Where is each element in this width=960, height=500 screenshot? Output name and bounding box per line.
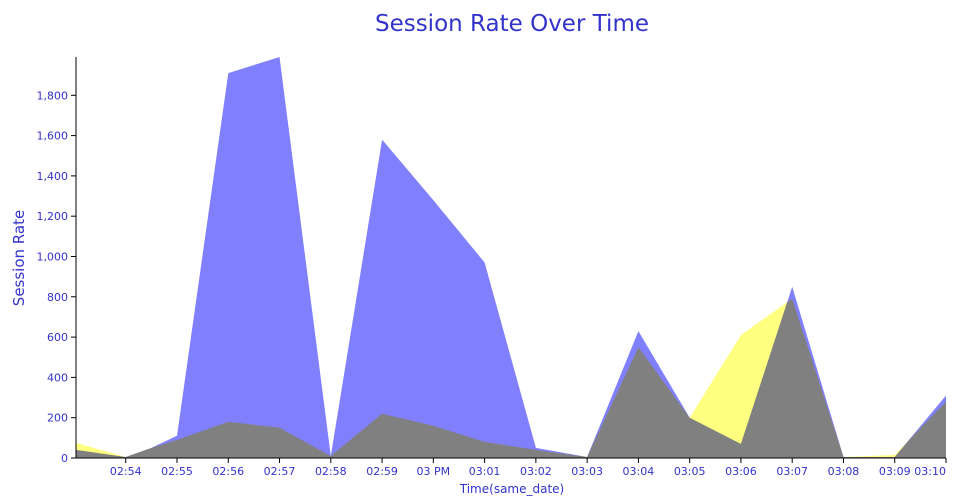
y-tick-label: 400	[47, 371, 68, 384]
x-tick-label: 02:54	[110, 465, 142, 478]
x-tick-label: 03:05	[674, 465, 706, 478]
y-tick-label: 1,400	[37, 170, 69, 183]
axes-layer	[75, 57, 946, 459]
x-axis-label: Time(same_date)	[459, 482, 564, 496]
y-tick-label: 0	[61, 452, 68, 465]
series-layer	[76, 57, 946, 458]
x-tick-label: 02:58	[315, 465, 347, 478]
y-tick-label: 1,800	[37, 89, 69, 102]
x-tick-label: 02:55	[161, 465, 193, 478]
y-tick-label: 600	[47, 331, 68, 344]
x-tick-label: 03:01	[469, 465, 501, 478]
x-tick-label: 03:08	[828, 465, 860, 478]
y-tick-label: 200	[47, 412, 68, 425]
x-tick-label: 02:56	[212, 465, 244, 478]
x-tick-label: 03:09	[879, 465, 911, 478]
x-tick-label: 03:03	[571, 465, 603, 478]
x-tick-label: 03 PM	[417, 465, 451, 478]
x-tick-label: 02:57	[264, 465, 296, 478]
chart-title: Session Rate Over Time	[375, 11, 649, 37]
series-area-1	[76, 57, 946, 458]
x-tick-label: 03:02	[520, 465, 552, 478]
x-tick-label: 03:10	[914, 465, 946, 478]
y-tick-label: 1,200	[37, 210, 69, 223]
x-axis-ticks: 02:54 02:55 02:56 02:57 02:58 02:59 03 PM 03:01…	[110, 458, 947, 478]
y-axis-ticks: 0 200 400 600 800 1,000 1,200 1,400 1,600 1,800	[37, 89, 76, 465]
x-tick-label: 03:07	[776, 465, 808, 478]
x-tick-label: 03:06	[725, 465, 757, 478]
y-tick-label: 1,600	[37, 130, 69, 143]
y-tick-label: 800	[47, 291, 68, 304]
y-tick-label: 1,000	[37, 250, 69, 263]
x-tick-label: 03:04	[623, 465, 655, 478]
y-axis-label: Session Rate	[10, 210, 28, 306]
x-tick-label: 02:59	[366, 465, 398, 478]
series-area-2	[76, 298, 946, 458]
